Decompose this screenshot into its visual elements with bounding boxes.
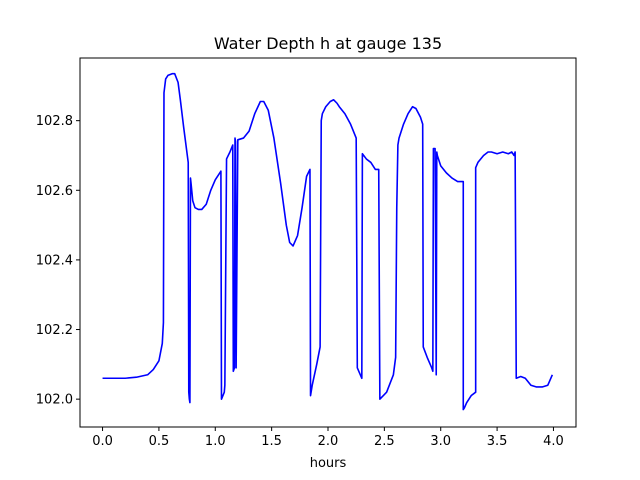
data-layer [102, 72, 554, 411]
x-tick-label: 1.0 [205, 434, 226, 449]
x-tick-label: 1.5 [261, 434, 282, 449]
series-line-0 [102, 72, 554, 411]
x-axis-label: hours [310, 456, 347, 471]
y-axis-ticks: 102.0 102.2 102.4 102.6 102.8 [36, 114, 80, 408]
x-tick-label: 2.0 [318, 434, 339, 449]
x-tick-label: 0.0 [92, 434, 113, 449]
y-tick-label: 102.4 [36, 253, 73, 268]
x-tick-label: 3.0 [430, 434, 451, 449]
x-tick-label: 0.5 [149, 434, 170, 449]
chart-title: Water Depth h at gauge 135 [214, 34, 442, 53]
y-tick-label: 102.0 [36, 393, 73, 408]
y-tick-label: 102.6 [36, 184, 73, 199]
y-tick-label: 102.8 [36, 114, 73, 129]
x-axis-ticks: 0.0 0.5 1.0 1.5 2.0 2.5 3.0 3.5 4.0 [92, 427, 564, 449]
x-tick-label: 2.5 [374, 434, 395, 449]
x-tick-label: 3.5 [487, 434, 508, 449]
x-tick-label: 4.0 [543, 434, 564, 449]
y-tick-label: 102.2 [36, 323, 73, 338]
